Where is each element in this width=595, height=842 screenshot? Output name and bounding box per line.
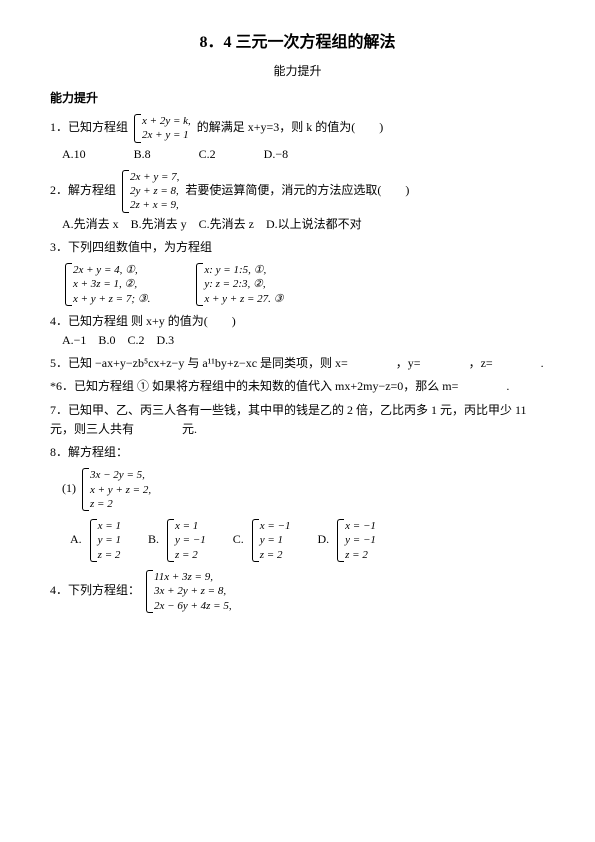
q2-pre: 2．解方程组 (50, 183, 116, 197)
question-8: 8．解方程组： (50, 443, 545, 462)
question-1: 1．已知方程组 x + 2y = k, 2x + y = 1 的解满足 x+y=… (50, 112, 545, 164)
q1-post: 的解满足 x+y=3，则 k 的值为( ) (197, 120, 384, 134)
q3-system-a: 2x + y = 4, ①, x + 3z = 1, ②, x + y + z … (65, 263, 150, 306)
question-5: 5．已知 −ax+y−zb⁵cx+z−y 与 a¹¹by+z−xc 是同类项，则… (50, 354, 545, 373)
question-7: 7．已知甲、乙、丙三人各有一些钱，其中甲的钱是乙的 2 倍，乙比丙多 1 元，丙… (50, 401, 545, 439)
question-3: 3．下列四组数值中，为方程组 (50, 238, 545, 257)
page-title: 8．4 三元一次方程组的解法 (50, 30, 545, 56)
opt-b: B. x = 1 y = −1 z = 2 (148, 517, 209, 564)
q3-system-b: x: y = 1:5, ①, y: z = 2:3, ②, x + y + z … (196, 263, 283, 306)
q4-text: 4．已知方程组 则 x+y 的值为( ) (50, 314, 236, 328)
q3-systems: 2x + y = 4, ①, x + 3z = 1, ②, x + y + z … (62, 261, 545, 308)
section-ability: 能力提升 (50, 89, 545, 108)
question-bottom: 4．下列方程组： 11x + 3z = 9, 3x + 2y + z = 8, … (50, 568, 545, 615)
question-6: *6．已知方程组 ① 如果将方程组中的未知数的值代入 mx+2my−z=0，那么… (50, 377, 545, 396)
q1-options: A.10 B.8 C.2 D.−8 (62, 145, 545, 164)
q2-post: 若要使运算简便，消元的方法应选取( ) (185, 183, 409, 197)
q8-text: 8．解方程组： (50, 445, 128, 459)
q1-pre: 1．已知方程组 (50, 120, 128, 134)
opt-a: A. x = 1 y = 1 z = 2 (70, 517, 124, 564)
q8-part1: (1) 3x − 2y = 5, x + y + z = 2, z = 2 (62, 466, 545, 513)
question-2: 2．解方程组 2x + y = 7, 2y + z = 8, 2z + x = … (50, 168, 545, 234)
q4-options: A.−1 B.0 C.2 D.3 (62, 331, 545, 350)
q8-options-row: A. x = 1 y = 1 z = 2 B. x = 1 y = −1 z =… (70, 517, 545, 564)
q8-system-1: 3x − 2y = 5, x + y + z = 2, z = 2 (82, 468, 151, 511)
q2-options: A.先消去 x B.先消去 y C.先消去 z D.以上说法都不对 (62, 215, 545, 234)
q9-system: 11x + 3z = 9, 3x + 2y + z = 8, 2x − 6y +… (146, 570, 232, 613)
page-subtitle: 能力提升 (50, 62, 545, 81)
q3-label: 3．下列四组数值中，为方程组 (50, 240, 212, 254)
question-4: 4．已知方程组 则 x+y 的值为( ) A.−1 B.0 C.2 D.3 (50, 312, 545, 350)
q2-system: 2x + y = 7, 2y + z = 8, 2z + x = 9, (122, 170, 179, 213)
opt-d: D. x = −1 y = −1 z = 2 (317, 517, 378, 564)
opt-c: C. x = −1 y = 1 z = 2 (233, 517, 294, 564)
q9-text: 4．下列方程组： (50, 583, 140, 597)
q1-system: x + 2y = k, 2x + y = 1 (134, 114, 191, 143)
q8-p1-label: (1) (62, 481, 76, 495)
